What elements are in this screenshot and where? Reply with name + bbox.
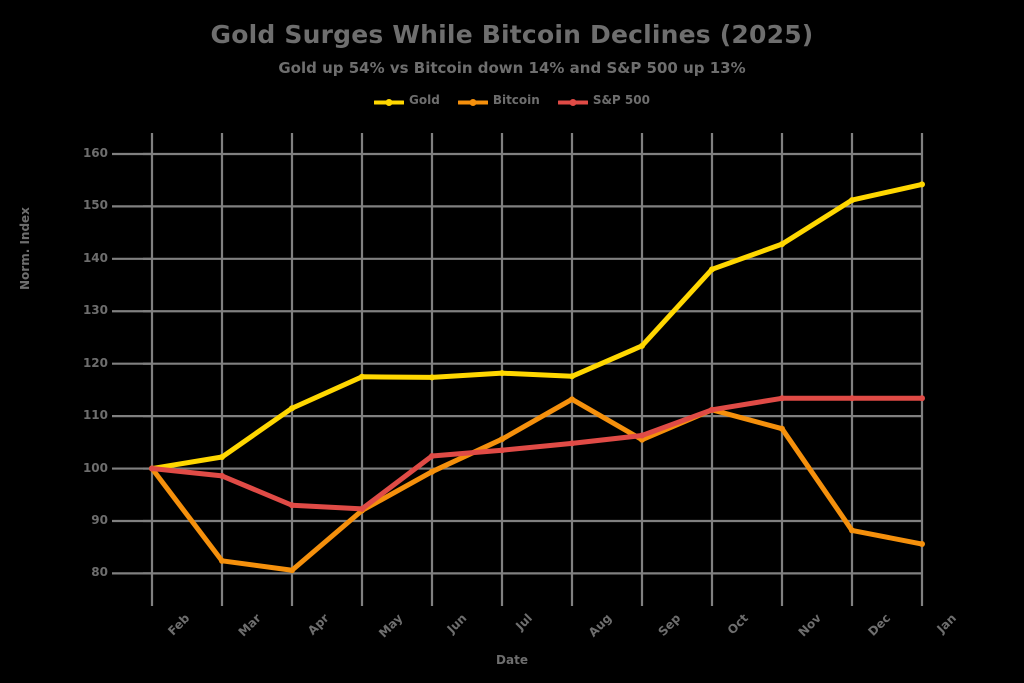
chart-legend: Gold Bitcoin S&P 500: [0, 93, 1024, 107]
legend-swatch-icon: [373, 94, 406, 107]
chart-subtitle: Gold up 54% vs Bitcoin down 14% and S&P …: [278, 59, 746, 77]
y-axis-tick-label: 120: [82, 355, 108, 370]
data-point: [219, 557, 225, 564]
data-point: [639, 432, 645, 439]
data-point: [499, 370, 505, 377]
data-point: [779, 241, 785, 248]
y-axis-tick-label: 160: [82, 145, 108, 160]
legend-item-s-p-500[interactable]: S&P 500: [556, 93, 650, 107]
series-line-s-p-500: [149, 395, 925, 512]
legend-item-bitcoin[interactable]: Bitcoin: [456, 93, 540, 107]
y-axis-tick-label: 90: [91, 512, 108, 527]
data-point: [289, 502, 295, 509]
series-line-gold: [149, 181, 925, 472]
legend-label: Bitcoin: [492, 93, 540, 107]
x-axis-title: Date: [496, 653, 528, 667]
legend-item-gold[interactable]: Gold: [373, 93, 440, 107]
data-point: [429, 468, 435, 475]
data-point: [709, 266, 715, 273]
data-point: [499, 436, 505, 443]
y-axis-tick-label: 130: [82, 303, 108, 318]
data-point: [639, 436, 645, 443]
data-point: [849, 395, 855, 402]
data-point: [849, 527, 855, 534]
data-point: [289, 405, 295, 412]
data-point: [919, 395, 925, 402]
chart-title: Gold Surges While Bitcoin Declines (2025…: [210, 20, 814, 49]
y-axis-tick-label: 110: [82, 408, 108, 423]
series-line-bitcoin: [149, 396, 925, 573]
data-point: [429, 452, 435, 459]
data-point: [569, 440, 575, 447]
data-point: [219, 454, 225, 461]
data-point: [149, 465, 155, 472]
data-point: [919, 181, 925, 188]
legend-label: Gold: [409, 93, 440, 107]
data-point: [359, 373, 365, 380]
y-axis-tick-label: 140: [82, 250, 108, 265]
data-point: [219, 472, 225, 479]
legend-swatch-icon: [456, 94, 489, 107]
y-axis-tick-label: 150: [82, 198, 108, 213]
y-axis-tick-label: 100: [82, 460, 108, 475]
data-point: [569, 396, 575, 403]
data-point: [709, 406, 715, 413]
data-point: [779, 395, 785, 402]
data-point: [919, 541, 925, 548]
y-axis-tick-label: 80: [91, 565, 108, 580]
data-point: [639, 342, 645, 349]
legend-swatch-icon: [556, 94, 589, 107]
data-point: [289, 567, 295, 574]
legend-label: S&P 500: [592, 93, 650, 107]
data-point: [499, 447, 505, 454]
data-point: [779, 425, 785, 432]
data-point: [569, 373, 575, 380]
data-point: [429, 374, 435, 381]
data-point: [359, 505, 365, 512]
data-point: [849, 197, 855, 204]
